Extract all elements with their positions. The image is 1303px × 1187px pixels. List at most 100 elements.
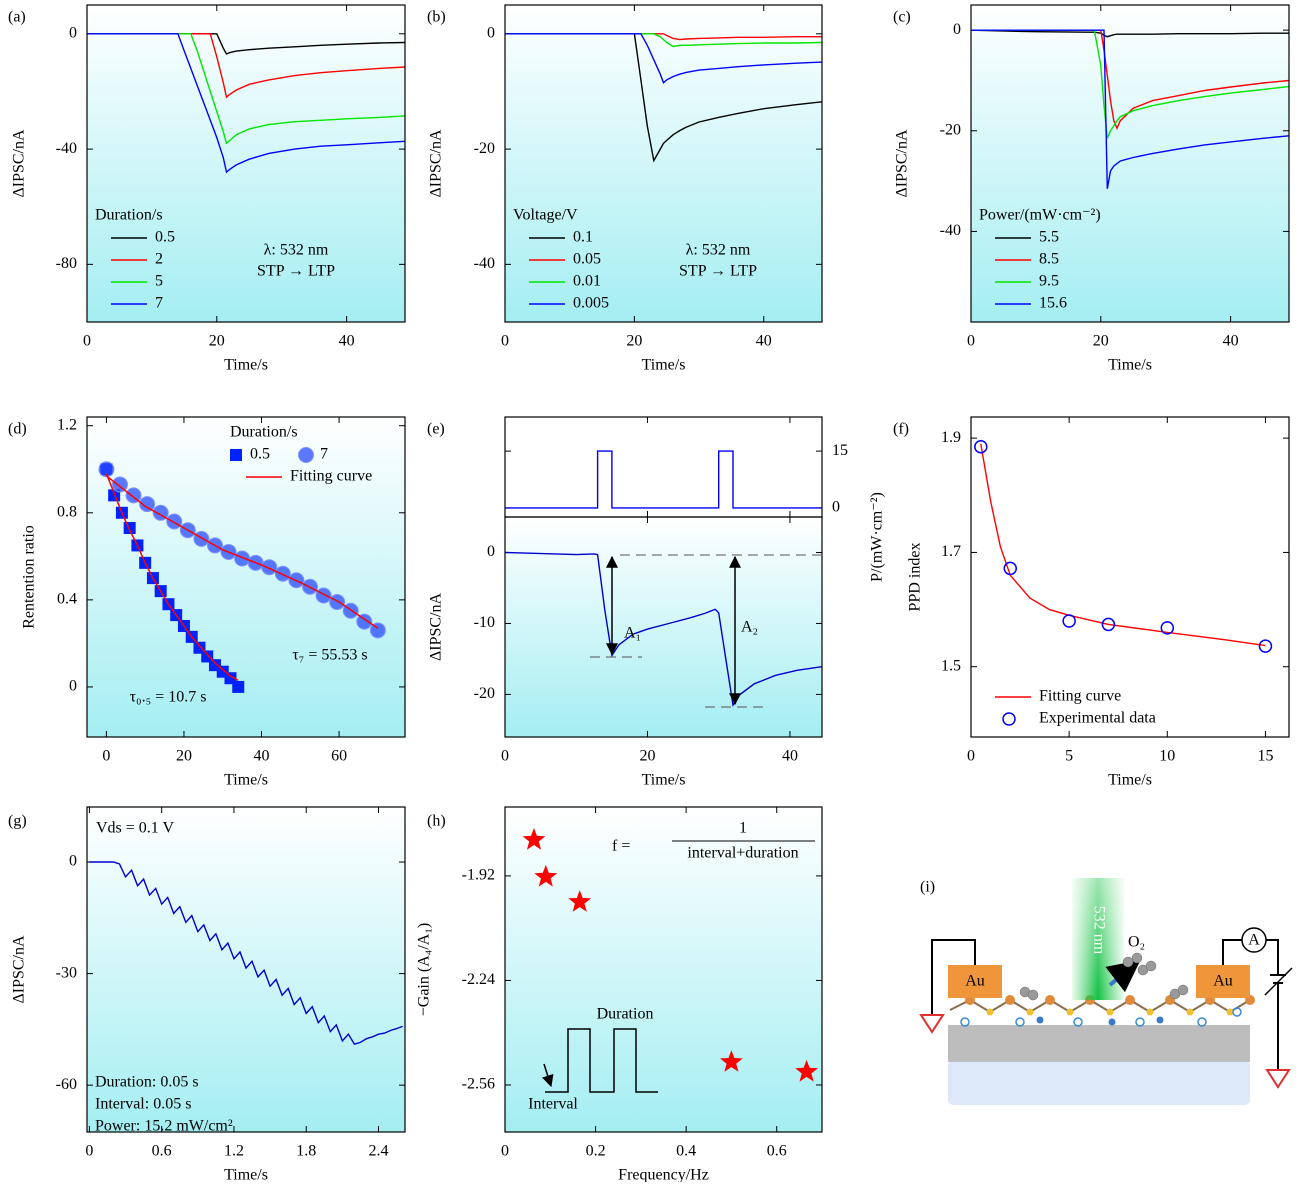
y-tick-label: 0 [487, 24, 495, 41]
data-layer [105, 473, 379, 682]
trapped-charge [1036, 1016, 1164, 1026]
x-tick-label: 0 [85, 1143, 93, 1160]
x-tick-label: 1.8 [296, 1143, 316, 1160]
y-tick-label: -40 [56, 140, 77, 157]
marker [1258, 639, 1273, 653]
plot-frame [504, 4, 823, 323]
legend-swatch [1002, 712, 1016, 726]
series-line [505, 33, 822, 163]
x-axis-label: Time/s [642, 772, 686, 789]
y-tick-label: -20 [474, 685, 495, 702]
y-tick-label: -20 [474, 140, 495, 157]
ammeter-label: A [1248, 932, 1260, 949]
annotation: STP → LTP [257, 263, 335, 280]
x-tick-label: 40 [782, 748, 798, 765]
legend-label: Experimental data [1039, 710, 1156, 727]
marker [111, 476, 128, 493]
marker [234, 550, 251, 567]
legend-label: 9.5 [1039, 273, 1059, 290]
marker [108, 489, 121, 502]
y-tick-label: 0 [69, 853, 77, 870]
y-axis-label: PPD index [907, 543, 924, 612]
panel-label: (d) [8, 421, 27, 438]
x-tick-label: 0.4 [676, 1143, 696, 1160]
marker [1003, 561, 1018, 576]
annotation: Interval: 0.05 s [95, 1096, 191, 1113]
y-axis-label: ΔIPSC/nA [11, 935, 28, 1004]
lattice [949, 998, 1251, 1014]
x-tick-label: 20 [1093, 333, 1109, 350]
annotation: λ: 532 nm [686, 242, 751, 259]
chart-panel: (a) 0 20 40 0 -40 -80 Time/s ΔIPSC/nA λ: 532 nm ST… [8, 4, 406, 374]
annotation: Interval [528, 1096, 578, 1113]
legend-title: Voltage/V [513, 207, 578, 224]
fit-curve [105, 475, 379, 629]
x-tick-label: 0 [501, 333, 509, 350]
marker [274, 565, 291, 582]
annotation: interval+duration [687, 845, 798, 862]
legend-label: 0.5 [250, 446, 270, 463]
x-axis-label: Frequency/Hz [618, 1167, 709, 1182]
legend-label: 0.01 [573, 273, 601, 290]
y-tick-label: -2.24 [462, 971, 495, 988]
y-axis-label: Rentention ratio [21, 525, 38, 629]
y-tick-label: 1.9 [941, 429, 961, 446]
electrode [948, 965, 1002, 998]
y-tick-label: 0.4 [57, 591, 77, 608]
legend-label: 0.05 [573, 251, 601, 268]
marker [534, 864, 558, 887]
y-tick-label: 0 [487, 543, 495, 560]
plot-background [505, 517, 822, 737]
x-axis-label: Time/s [1108, 357, 1152, 374]
x-tick-label: 20 [626, 333, 642, 350]
substrate [948, 1060, 1250, 1105]
y-tick-label: -2.56 [462, 1076, 495, 1093]
x-tick-label: 60 [331, 748, 347, 765]
panel-label: (a) [8, 9, 26, 26]
wire [1222, 939, 1286, 1070]
y-tick-label: 1.5 [941, 657, 961, 674]
annotation: STP → LTP [679, 263, 757, 280]
y-axis-label: ΔIPSC/nA [11, 129, 28, 198]
series-line [87, 33, 405, 174]
x-tick-label: 0 [501, 1143, 509, 1160]
y-axis-label: ΔIPSC/nA [428, 129, 445, 198]
guide-lines [590, 554, 822, 708]
legend-label: 8.5 [1039, 251, 1059, 268]
panel-label: (i) [920, 879, 935, 896]
y-tick-label: -60 [56, 1076, 77, 1093]
x-tick-label: 40 [254, 748, 270, 765]
legend-label: 0.5 [155, 229, 175, 246]
series-line [505, 33, 822, 85]
gas-molecules [1019, 952, 1189, 1001]
x-tick-label: 2.4 [369, 1143, 389, 1160]
y2-tick-label: 0 [832, 499, 840, 516]
data-layer [505, 450, 822, 707]
marker [166, 513, 183, 530]
legend-title: Duration/s [95, 207, 163, 224]
data-layer [87, 33, 405, 174]
annotation: τ₇ = 55.53 s [292, 647, 367, 664]
y2-tick-label: 15 [832, 442, 848, 459]
x-tick-label: 0.6 [767, 1143, 787, 1160]
legend-label: Fitting curve [290, 468, 372, 485]
y-tick-label: -1.92 [462, 867, 495, 884]
marker [1062, 614, 1076, 628]
y-axis-label: ΔIPSC/nA [428, 593, 445, 662]
panel-label: (c) [893, 9, 911, 26]
series-line [87, 33, 405, 145]
marker [125, 487, 142, 504]
legend-label: 0.005 [573, 295, 609, 312]
marker [1101, 617, 1116, 632]
ammeter [1241, 927, 1267, 953]
marker [369, 622, 386, 639]
annotation: Power: 15.2 mW/cm² [95, 1118, 233, 1135]
x-tick-label: 0 [967, 333, 975, 350]
annotation: 1 [739, 820, 747, 837]
x-tick-label: 0 [967, 748, 975, 765]
wire [931, 939, 976, 1015]
marker [720, 1050, 743, 1072]
plot-frame [504, 806, 823, 1133]
plot-background [971, 417, 1289, 737]
electrode-label: Au [1213, 973, 1233, 990]
